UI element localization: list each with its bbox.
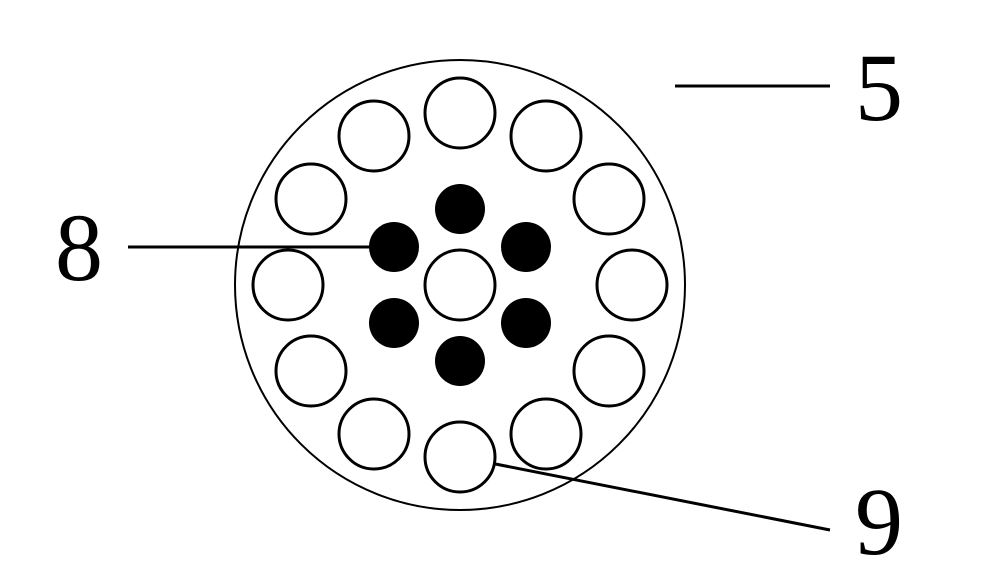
inner-dot-2 — [501, 298, 551, 348]
outer-circle-5 — [511, 399, 581, 469]
outer-circle-1 — [511, 101, 581, 171]
outer-circle-6 — [425, 422, 495, 492]
inner-dot-3 — [435, 336, 485, 386]
outer-circle-0 — [425, 78, 495, 148]
inner-dot-1 — [501, 222, 551, 272]
outer-circle-2 — [574, 164, 644, 234]
outer-circle-11 — [339, 101, 409, 171]
inner-dot-4 — [369, 298, 419, 348]
outer-circle-10 — [276, 164, 346, 234]
diagram-container: 589 — [0, 0, 1000, 566]
outer-circle-4 — [574, 336, 644, 406]
label-9: 9 — [855, 474, 903, 570]
diagram-svg — [0, 0, 1000, 566]
outer-circle-7 — [339, 399, 409, 469]
leader-line-2 — [460, 457, 830, 530]
outer-circle-9 — [253, 250, 323, 320]
inner-dot-5 — [369, 222, 419, 272]
center-circle — [425, 250, 495, 320]
label-8: 8 — [55, 200, 103, 296]
outer-circle-3 — [597, 250, 667, 320]
label-5: 5 — [855, 40, 903, 136]
inner-dot-0 — [435, 184, 485, 234]
outer-circle-8 — [276, 336, 346, 406]
